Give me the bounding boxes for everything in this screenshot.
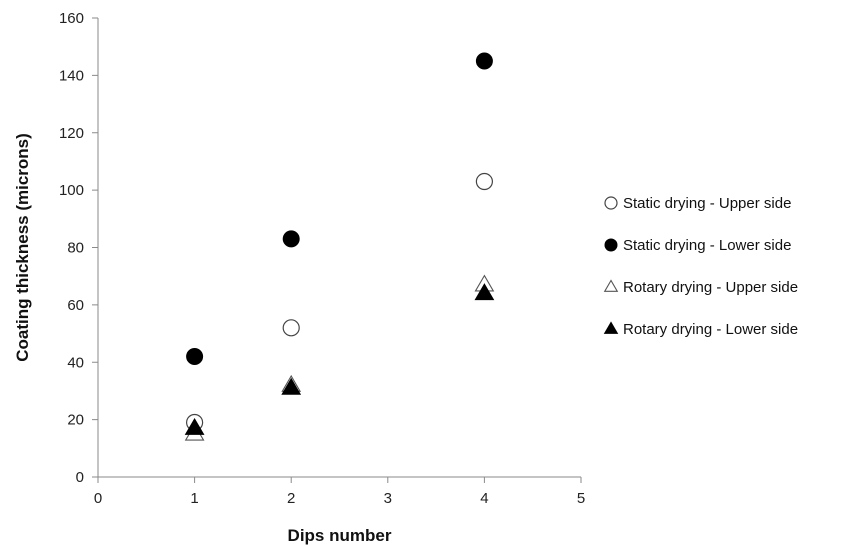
legend-marker xyxy=(604,196,618,210)
legend-label: Static drying - Upper side xyxy=(623,195,791,212)
y-axis-label: Coating thickness (microns) xyxy=(13,133,32,362)
x-tick-label: 4 xyxy=(480,490,488,507)
legend-item: Rotary drying - Upper side xyxy=(603,279,798,296)
legend-item: Static drying - Upper side xyxy=(604,195,791,212)
x-tick-label: 5 xyxy=(577,490,585,507)
legend: Static drying - Upper side Static drying … xyxy=(603,195,798,338)
data-point xyxy=(186,348,204,366)
y-tick-label: 140 xyxy=(59,67,84,84)
data-marks xyxy=(184,52,495,441)
x-axis-label: Dips number xyxy=(288,526,392,545)
legend-label: Static drying - Lower side xyxy=(623,237,791,254)
y-tick-label: 0 xyxy=(76,469,84,486)
data-point xyxy=(282,230,300,248)
y-tick-label: 80 xyxy=(67,240,84,257)
y-tick-label: 40 xyxy=(67,354,84,371)
x-tick-label: 2 xyxy=(287,490,295,507)
data-point xyxy=(475,52,493,70)
y-tick-label: 120 xyxy=(59,125,84,142)
y-tick-label: 20 xyxy=(67,412,84,429)
axes: 0 20 40 60 80 100 120 140 160 0 1 2 3 4 5 xyxy=(59,10,585,507)
data-point xyxy=(474,283,495,301)
legend-marker xyxy=(603,279,619,292)
data-point xyxy=(281,377,302,395)
data-point xyxy=(184,417,205,435)
legend-marker xyxy=(603,321,619,334)
series-3 xyxy=(184,274,495,441)
legend-marker xyxy=(604,238,618,252)
x-tick-label: 3 xyxy=(384,490,392,507)
y-tick-label: 160 xyxy=(59,10,84,27)
x-tick-label: 1 xyxy=(190,490,198,507)
series-2 xyxy=(186,52,493,366)
legend-item: Rotary drying - Lower side xyxy=(603,321,798,338)
y-tick-label: 100 xyxy=(59,182,84,199)
legend-item: Static drying - Lower side xyxy=(604,237,791,254)
data-point xyxy=(282,319,300,337)
series-1 xyxy=(186,172,493,432)
y-tick-label: 60 xyxy=(67,297,84,314)
x-tick-label: 0 xyxy=(94,490,102,507)
series-4 xyxy=(184,283,495,435)
legend-label: Rotary drying - Lower side xyxy=(623,321,798,338)
data-point xyxy=(475,172,493,191)
legend-label: Rotary drying - Upper side xyxy=(623,279,798,296)
